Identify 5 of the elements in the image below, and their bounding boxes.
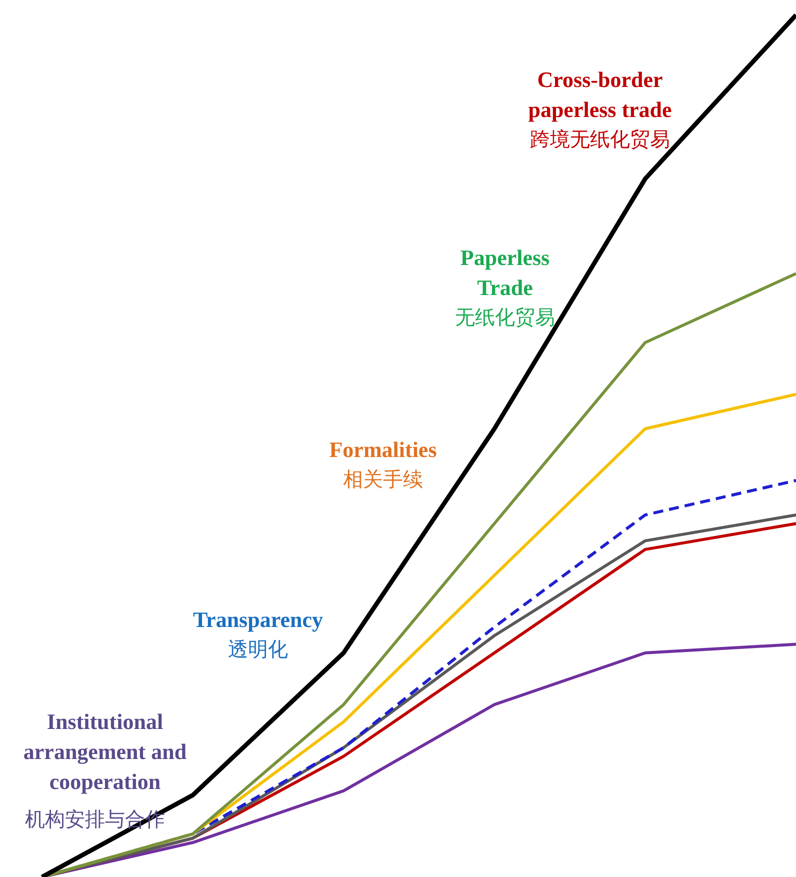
annotation: Transparency 透明化 <box>193 607 323 661</box>
annotation: Paperless Trade 无纸化贸易 <box>455 245 555 329</box>
annotation: Formalities 相关手续 <box>329 437 438 491</box>
annotation: Cross-border paperless trade 跨境无纸化贸易 <box>528 67 672 151</box>
annotation: Institutional arrangement and cooperation <box>23 709 187 794</box>
